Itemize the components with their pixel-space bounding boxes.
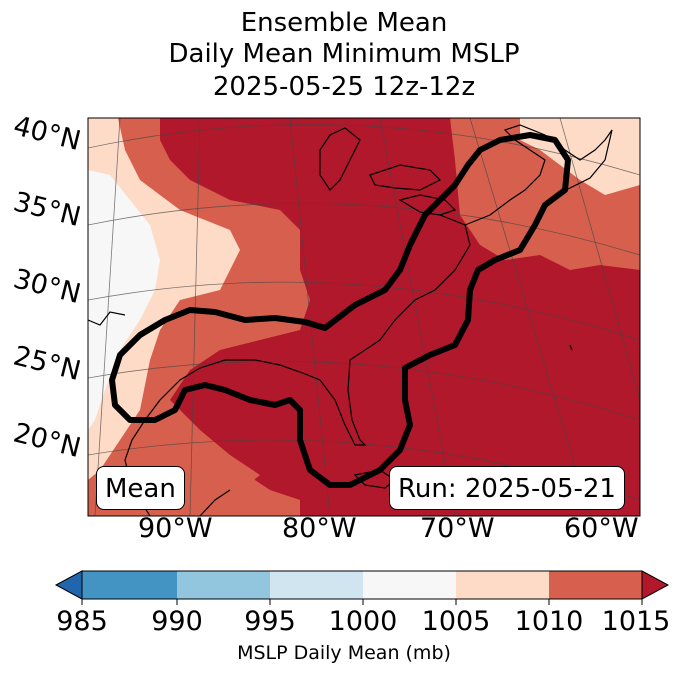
lon-label-90w: 90°W	[138, 513, 213, 544]
pressure-field-1000-west	[88, 170, 160, 430]
mslp-contour-line	[109, 132, 571, 488]
lon-label-70w: 70°W	[420, 513, 495, 544]
colorbar-extend-high	[641, 570, 670, 600]
colorbar-bin-985-990	[82, 571, 177, 599]
title-line-1: Ensemble Mean	[240, 8, 448, 38]
colorbar-bin-995-1000	[270, 571, 363, 599]
colorbar-bin-1005-1010	[456, 571, 549, 599]
colorbar-bin-990-995	[177, 571, 270, 599]
colorbar-bin-1010-1015	[549, 571, 642, 599]
map-frame	[87, 117, 641, 517]
lon-label-80w: 80°W	[282, 513, 357, 544]
colorbar-tick-995: 995	[244, 606, 296, 637]
colorbar-extend-low	[54, 570, 83, 600]
colorbar-tick-1000: 1000	[328, 606, 398, 637]
colorbar-tick-985: 985	[56, 606, 108, 637]
colorbar-tick-1005: 1005	[421, 606, 491, 637]
lon-label-60w: 60°W	[564, 513, 639, 544]
title-line-3: 2025-05-25 12z-12z	[212, 72, 476, 102]
colorbar-bin-1000-1005	[363, 571, 456, 599]
colorbar	[54, 570, 670, 605]
colorbar-tick-990: 990	[151, 606, 203, 637]
title-line-2: Daily Mean Minimum MSLP	[168, 39, 520, 69]
colorbar-label: MSLP Daily Mean (mb)	[237, 642, 451, 664]
mean-label-box: Mean	[96, 466, 185, 510]
colorbar-tick-1010: 1010	[514, 606, 584, 637]
run-date-box: Run: 2025-05-21	[389, 466, 625, 510]
colorbar-tick-1015: 1015	[601, 606, 671, 637]
